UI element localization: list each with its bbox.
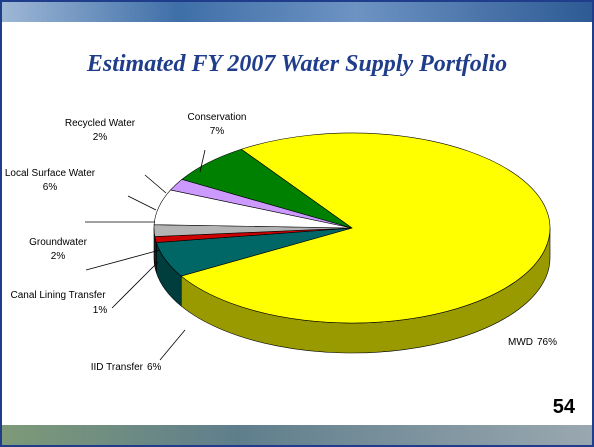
slice-value-label: 1% xyxy=(93,305,108,316)
slice-value-label: 7% xyxy=(210,126,225,137)
chart-title: Estimated FY 2007 Water Supply Portfolio xyxy=(86,51,507,77)
top-banner xyxy=(0,0,594,22)
slice-value-label: 76% xyxy=(537,337,557,348)
slice-value-label: 6% xyxy=(147,362,162,373)
slice-label: MWD xyxy=(508,337,533,348)
slice-label: IID Transfer xyxy=(91,362,144,373)
slice-label: Recycled Water xyxy=(65,118,136,129)
pie-tops xyxy=(153,132,551,324)
slice-label: Groundwater xyxy=(29,237,87,248)
pie-slice xyxy=(180,132,551,324)
slice-label: Conservation xyxy=(188,112,247,123)
slice-value-label: 6% xyxy=(43,182,58,193)
slice-value-label: 2% xyxy=(93,132,108,143)
page-number: 54 xyxy=(553,396,576,418)
slice-label: Canal Lining Transfer xyxy=(10,290,106,301)
pie-slice xyxy=(181,148,353,229)
leader-lines xyxy=(85,149,206,361)
slice-value-label: 2% xyxy=(51,251,66,262)
bottom-banner xyxy=(0,425,594,447)
slice-label: Local Surface Water xyxy=(5,168,96,179)
